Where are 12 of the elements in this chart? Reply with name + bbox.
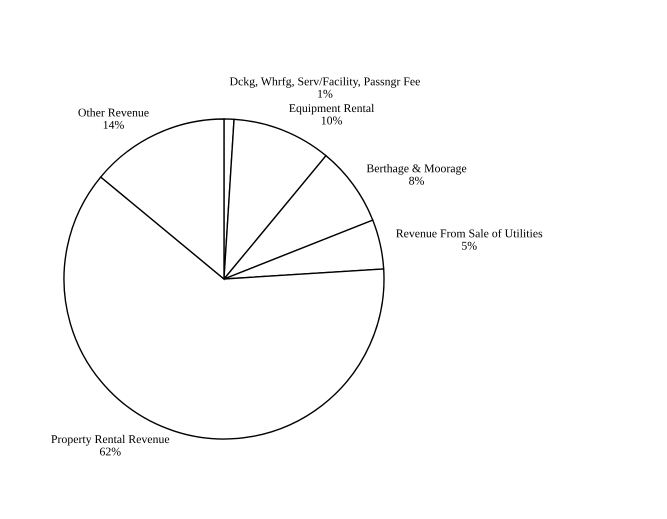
slice-label: Equipment Rental <box>289 104 374 115</box>
data-label: 5% <box>462 242 477 250</box>
slice-label: Other Revenue <box>78 108 149 117</box>
data-label: 1% <box>318 90 332 98</box>
slice-label: Dckg, Whrfg, Serv/Facility, Passngr Fee <box>230 76 420 88</box>
data-label: 14% <box>104 120 124 129</box>
data-label: 10% <box>322 116 342 125</box>
slice-label: Revenue From Sale of Utilities <box>396 228 542 238</box>
data-label: 62% <box>100 448 121 456</box>
slice-label: Property Rental Revenue <box>51 434 170 446</box>
slice-label: Berthage & Moorage <box>366 164 466 175</box>
data-label: 8% <box>409 176 424 185</box>
